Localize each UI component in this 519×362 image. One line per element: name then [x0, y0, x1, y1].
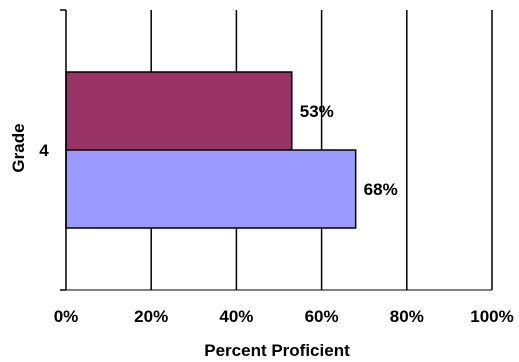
x-tick-label-60: 60%: [305, 307, 339, 326]
labels: 0% 20% 40% 60% 80% 100% 4 53% 68%: [39, 102, 513, 326]
data-label-series-1-4: 53%: [300, 102, 334, 121]
axes: [60, 9, 492, 291]
x-tick-label-100: 100%: [470, 307, 513, 326]
category-label-4: 4: [39, 141, 49, 160]
x-axis-title: Percent Proficient: [204, 341, 350, 360]
x-tick-label-20: 20%: [134, 307, 168, 326]
x-tick-label-0: 0%: [54, 307, 79, 326]
y-axis-title: Grade: [9, 123, 28, 172]
bars: [65, 71, 357, 229]
bar-series-1-4: [65, 71, 293, 151]
x-tick-label-40: 40%: [219, 307, 253, 326]
bar-series-2-4: [65, 149, 357, 229]
data-label-series-2-4: 68%: [364, 180, 398, 199]
x-tick-label-80: 80%: [390, 307, 424, 326]
